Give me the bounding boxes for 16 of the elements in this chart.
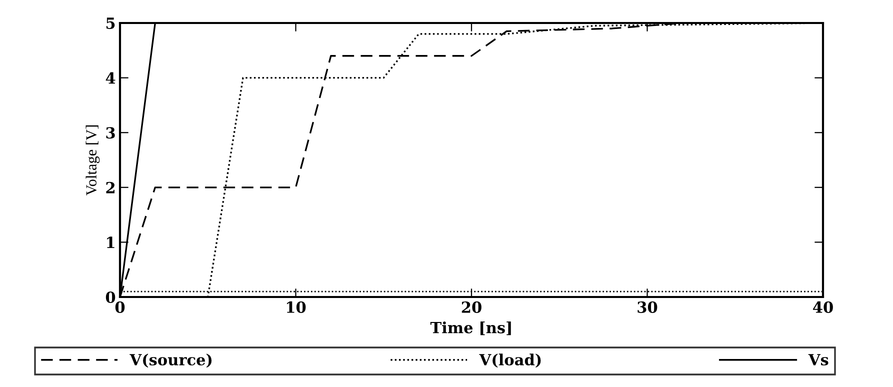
x-axis-title: Time [ns]	[430, 322, 511, 336]
y-tick-label: 5	[106, 18, 115, 30]
y-tick-label: 4	[106, 72, 116, 84]
legend-label: V(source)	[130, 354, 212, 368]
x-tick-label: 10	[286, 301, 306, 313]
x-tick-label: 0	[115, 301, 125, 313]
x-tick-label: 40	[813, 301, 833, 313]
legend-label: V(load)	[479, 354, 541, 368]
y-tick-label: 3	[106, 127, 115, 139]
y-tick-label: 2	[106, 182, 114, 194]
y-axis-title: Voltage [V]	[86, 125, 100, 196]
x-tick-label: 30	[638, 301, 658, 313]
y-tick-label: 0	[106, 291, 116, 304]
y-tick-label: 1	[107, 236, 114, 248]
legend-label: Vs	[808, 354, 828, 366]
x-tick-label: 20	[462, 301, 482, 313]
